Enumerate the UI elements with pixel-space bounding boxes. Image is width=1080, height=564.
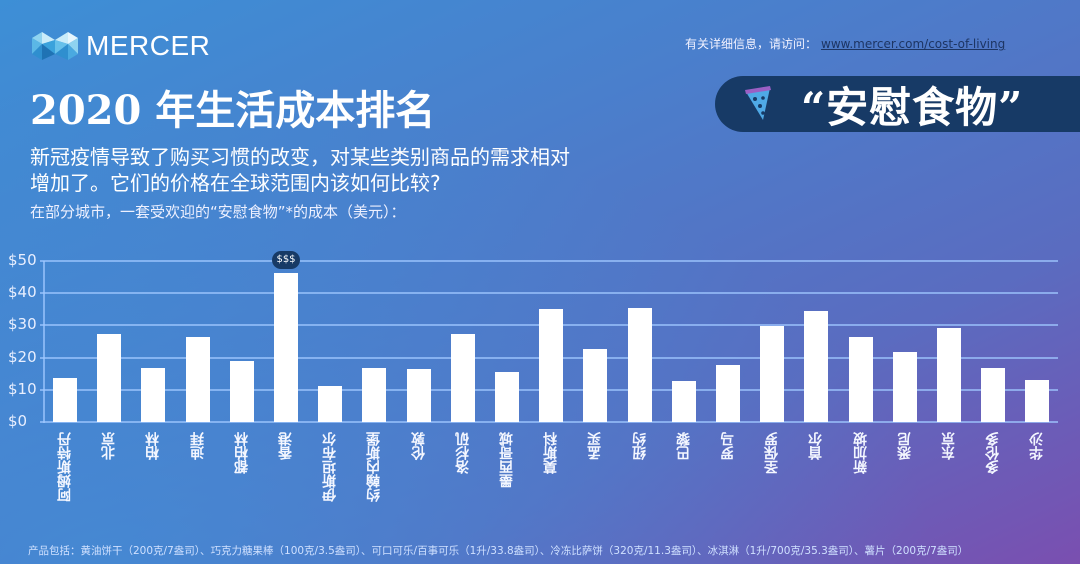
bar — [848, 336, 873, 422]
cost-of-living-link[interactable]: www.mercer.com/cost-of-living — [821, 37, 1006, 51]
x-tick-label: 伦敦 — [410, 432, 427, 460]
y-tick-label: $30 — [8, 315, 37, 334]
y-tick-label: $20 — [8, 347, 37, 366]
logo-text: MERCER — [86, 30, 211, 61]
bar — [362, 367, 387, 422]
bar — [892, 352, 917, 422]
y-axis-line — [43, 261, 45, 423]
banner-title: “安慰食物” — [801, 82, 1024, 132]
x-tick-label: 孟买 — [587, 432, 604, 460]
bar — [229, 360, 254, 422]
mercer-logo: MERCER — [32, 30, 210, 62]
x-tick-label: 洛杉矶 — [454, 432, 471, 474]
bar — [760, 326, 785, 422]
x-tick-label: 伊斯坦布尔 — [322, 432, 339, 502]
bar — [981, 367, 1006, 422]
bar — [97, 334, 122, 422]
chart-caption: 在部分城市，一套受欢迎的“安慰食物”*的成本（美元）： — [30, 203, 406, 221]
expensive-badge: $$$ — [272, 250, 300, 269]
bar — [583, 348, 608, 422]
page-title: 2020 年生活成本排名 — [30, 87, 436, 134]
gridline — [40, 292, 1058, 295]
x-tick-label: 柏林 — [145, 432, 162, 460]
bar — [450, 334, 475, 422]
bar — [185, 336, 210, 422]
bar — [716, 365, 740, 422]
bar — [274, 272, 298, 422]
bar — [804, 310, 829, 422]
x-tick-label: 都柏林 — [233, 432, 250, 474]
bar — [318, 385, 343, 422]
x-tick-label: 罗马 — [720, 432, 736, 460]
bar — [53, 377, 77, 422]
bar — [495, 372, 519, 422]
footnote: 产品包括：黄油饼干（200克/7盎司）、巧克力糖果棒（100克/3.5盎司）、可… — [28, 545, 969, 557]
gridline — [40, 260, 1058, 262]
more-info-label: 有关详细信息，请访问： — [685, 37, 818, 51]
x-tick-label: 墨西哥城 — [499, 432, 515, 488]
x-tick-label: 莫斯科 — [543, 432, 560, 474]
x-tick-label: 新加坡 — [852, 432, 869, 474]
x-tick-label: 东京 — [941, 432, 957, 460]
y-tick-label: $50 — [8, 251, 37, 269]
bar — [627, 308, 652, 422]
bar-chart: $0 $10 $20 $30 $40 $50 阿姆斯特丹 北京 柏林 迪拜 都柏林 香港 $$$ 伊斯坦布… — [0, 250, 1080, 540]
bar — [937, 327, 961, 422]
x-tick-label: 迪拜 — [189, 432, 206, 460]
x-tick-label: 巴黎 — [675, 432, 692, 460]
x-tick-label: 北京 — [101, 432, 118, 460]
x-tick-label: 香港 — [278, 432, 294, 460]
bar — [141, 367, 166, 422]
bar — [539, 308, 564, 422]
x-tick-label: 华沙 — [1029, 432, 1046, 460]
x-tick-label: 纽约 — [631, 432, 648, 460]
comfort-food-banner: “安慰食物” — [715, 76, 1080, 132]
mercer-logo-icon — [32, 32, 78, 60]
y-tick-label: $0 — [8, 412, 28, 430]
y-tick-label: $10 — [8, 379, 37, 398]
x-tick-label: 阿姆斯特丹 — [57, 432, 73, 502]
pizza-icon — [745, 86, 771, 120]
x-tick-label: 圣保罗 — [764, 432, 781, 474]
gridline — [40, 421, 1058, 423]
bar — [671, 381, 696, 422]
x-tick-label: 约翰内斯堡 — [366, 432, 383, 502]
bar — [1025, 380, 1050, 422]
x-tick-label: 悉尼 — [896, 432, 913, 460]
x-tick-label: 首尔 — [808, 432, 825, 460]
more-info: 有关详细信息，请访问： www.mercer.com/cost-of-living — [685, 35, 1005, 52]
subtitle: 新冠疫情导致了购买习惯的改变，对某些类别商品的需求相对增加了。它们的价格在全球范… — [30, 145, 570, 195]
bar — [406, 368, 431, 422]
x-tick-label: 多伦多 — [985, 432, 1002, 474]
y-tick-label: $40 — [8, 283, 37, 302]
